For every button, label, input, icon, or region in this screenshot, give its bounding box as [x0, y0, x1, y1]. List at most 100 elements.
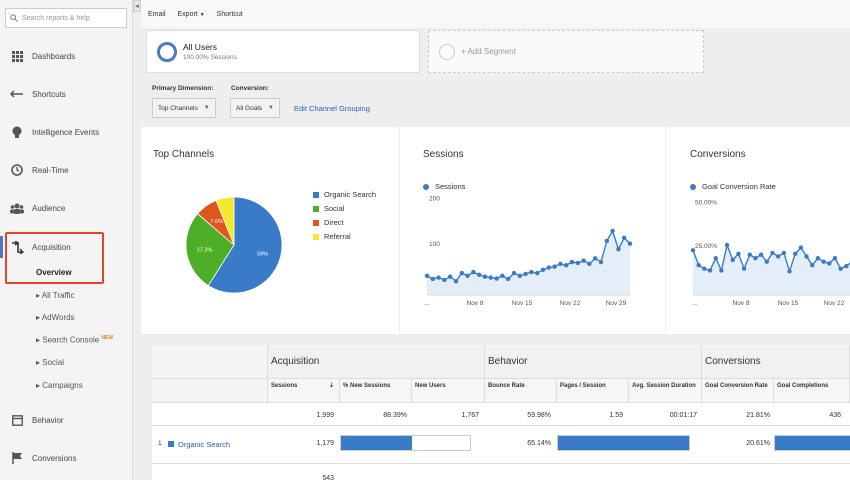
data-point[interactable] — [821, 259, 826, 264]
data-point[interactable] — [616, 247, 621, 252]
data-point[interactable] — [844, 263, 849, 269]
search-input[interactable]: Search reports & help — [22, 14, 90, 22]
data-point[interactable] — [736, 251, 741, 256]
data-point[interactable] — [627, 241, 633, 246]
sidebar-item-campaigns[interactable]: ▸ Campaigns — [36, 381, 83, 390]
data-point[interactable] — [827, 261, 832, 266]
data-point[interactable] — [442, 277, 447, 283]
data-point[interactable] — [436, 275, 441, 280]
pie-slice[interactable] — [185, 213, 235, 287]
data-point[interactable] — [696, 262, 701, 268]
data-point[interactable] — [523, 271, 528, 277]
sidebar-item-overview[interactable]: Overview — [36, 268, 72, 277]
primary-dimension-dropdown[interactable]: Top Channels ▼ — [152, 98, 216, 118]
data-point[interactable] — [719, 268, 724, 273]
data-point[interactable] — [770, 250, 775, 256]
data-point[interactable] — [448, 274, 453, 279]
data-point[interactable] — [804, 254, 809, 259]
search-box[interactable]: Search reports & help — [5, 8, 127, 28]
column-header-sessions[interactable]: Sessions ⇣ — [268, 378, 340, 402]
data-point[interactable] — [741, 266, 747, 271]
data-point[interactable] — [781, 250, 787, 256]
edit-channel-grouping-link[interactable]: Edit Channel Grouping — [294, 104, 370, 113]
data-point[interactable] — [747, 252, 752, 257]
data-point[interactable] — [482, 274, 488, 279]
data-point[interactable] — [575, 260, 580, 266]
column-header-avg-session-duration[interactable]: Avg. Session Duration — [629, 378, 702, 402]
data-point[interactable] — [430, 276, 435, 282]
sidebar-item-search-console[interactable]: ▸ Search Console NEW — [36, 335, 114, 345]
data-point[interactable] — [587, 261, 592, 267]
data-point[interactable] — [810, 262, 815, 268]
data-point[interactable] — [838, 266, 843, 271]
shortcut-button[interactable]: Shortcut — [216, 10, 243, 18]
data-point[interactable] — [815, 255, 821, 261]
data-point[interactable] — [477, 272, 482, 278]
data-point[interactable] — [713, 255, 718, 261]
data-point[interactable] — [517, 273, 522, 278]
data-point[interactable] — [764, 259, 770, 264]
data-point[interactable] — [758, 252, 764, 257]
sidebar-item-social[interactable]: ▸ Social — [36, 358, 65, 367]
data-point[interactable] — [787, 269, 792, 274]
row-channel-link[interactable]: Organic Search — [178, 440, 231, 449]
data-point[interactable] — [622, 235, 627, 240]
table-row[interactable] — [152, 426, 850, 464]
data-point[interactable] — [604, 238, 609, 244]
export-button[interactable]: Export ▼ — [177, 10, 205, 18]
sidebar-item-conversions[interactable]: Conversions — [0, 447, 133, 469]
data-point[interactable] — [593, 256, 598, 261]
data-point[interactable] — [581, 258, 586, 263]
data-point[interactable] — [558, 261, 563, 267]
data-point[interactable] — [459, 270, 464, 276]
data-point[interactable] — [564, 263, 569, 268]
data-point[interactable] — [471, 269, 476, 275]
data-point[interactable] — [730, 257, 735, 263]
collapse-sidebar-button[interactable]: ◂ — [133, 0, 141, 12]
conversion-dropdown[interactable]: All Goals ▼ — [230, 98, 280, 118]
data-point[interactable] — [798, 245, 804, 250]
sidebar-item-behavior[interactable]: Behavior — [0, 409, 133, 431]
data-point[interactable] — [793, 251, 798, 256]
column-header-new-users[interactable]: New Users — [412, 378, 485, 402]
data-point[interactable] — [598, 259, 604, 265]
sidebar-item-acquisition[interactable]: Acquisition — [0, 236, 133, 258]
data-point[interactable] — [702, 266, 707, 271]
data-point[interactable] — [546, 265, 551, 270]
column-header-bounce-rate[interactable]: Bounce Rate — [485, 378, 557, 402]
data-point[interactable] — [529, 269, 534, 275]
data-point[interactable] — [552, 264, 557, 269]
data-point[interactable] — [506, 276, 511, 282]
data-point[interactable] — [465, 273, 470, 278]
pie-slice[interactable] — [207, 196, 283, 294]
sidebar-item-all-traffic[interactable]: ▸ All Traffic — [36, 291, 75, 300]
sidebar-item-shortcuts[interactable]: Shortcuts — [0, 83, 133, 105]
data-point[interactable] — [775, 254, 781, 259]
sidebar-item-dashboards[interactable]: Dashboards — [0, 45, 133, 67]
data-point[interactable] — [753, 255, 758, 261]
data-point[interactable] — [610, 228, 615, 234]
data-point[interactable] — [453, 279, 459, 284]
sidebar-item-audience[interactable]: Audience — [0, 197, 133, 219]
column-header-new-sessions[interactable]: % New Sessions — [340, 378, 412, 402]
pie-slice[interactable] — [215, 196, 235, 246]
sidebar-item-intelligence-events[interactable]: Intelligence Events — [0, 121, 133, 143]
sidebar-item-real-time[interactable]: Real-Time — [0, 159, 133, 181]
data-point[interactable] — [535, 270, 540, 276]
data-point[interactable] — [707, 268, 713, 273]
column-header-pages-session[interactable]: Pages / Session — [557, 378, 629, 402]
email-button[interactable]: Email — [148, 10, 166, 18]
data-point[interactable] — [511, 270, 517, 276]
data-point[interactable] — [690, 248, 696, 253]
sidebar-item-adwords[interactable]: ▸ AdWords — [36, 313, 75, 322]
column-header-goal-completions[interactable]: Goal Completions — [774, 378, 850, 402]
column-header-goal-conversion-rate[interactable]: Goal Conversion Rate — [702, 378, 774, 402]
data-point[interactable] — [424, 273, 430, 278]
data-point[interactable] — [540, 267, 546, 273]
add-segment-button[interactable]: + Add Segment — [428, 30, 704, 73]
data-point[interactable] — [832, 255, 838, 261]
data-point[interactable] — [500, 273, 505, 278]
data-point[interactable] — [494, 276, 499, 281]
segment-all-users[interactable]: All Users 100.00% Sessions — [146, 30, 420, 73]
data-point[interactable] — [724, 242, 730, 248]
